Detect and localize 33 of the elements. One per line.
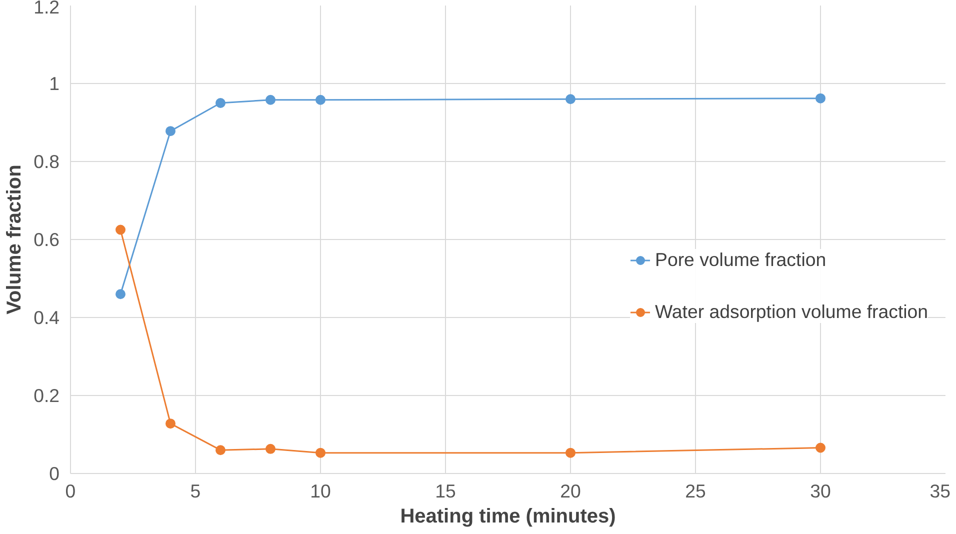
point <box>316 94 326 105</box>
x-tick-label: 0 <box>65 480 76 502</box>
x-axis-title: Heating time (minutes) <box>400 506 616 528</box>
x-tick-label: 15 <box>435 480 456 502</box>
x-tick-label: 35 <box>930 480 951 502</box>
y-tick-label: 0 <box>49 463 60 484</box>
y-tick-label: 0.2 <box>34 385 60 406</box>
y-tick-label: 0.4 <box>34 307 60 328</box>
y-tick-label: 0.6 <box>34 229 60 250</box>
point <box>266 94 276 105</box>
x-tick-label: 30 <box>810 480 831 502</box>
point <box>566 94 576 104</box>
point <box>816 93 826 104</box>
point <box>166 418 176 429</box>
point <box>816 442 826 453</box>
point <box>166 126 176 136</box>
x-tick-label: 10 <box>310 480 331 502</box>
x-tick-label: 5 <box>190 480 201 502</box>
point <box>216 98 226 108</box>
point <box>116 289 126 300</box>
y-tick-label: 1 <box>49 73 60 94</box>
point <box>316 448 326 458</box>
legend-label: Water adsorption volume fraction <box>655 301 928 323</box>
point <box>216 445 226 456</box>
y-axis-title: Volume fraction <box>4 164 26 314</box>
legend-label: Pore volume fraction <box>655 249 828 271</box>
x-tick-label: 20 <box>560 480 581 502</box>
point <box>566 448 576 458</box>
point <box>266 444 276 454</box>
point <box>116 224 126 235</box>
y-tick-label: 1.2 <box>34 0 60 18</box>
x-tick-label: 25 <box>685 480 706 502</box>
y-tick-label: 0.8 <box>34 151 60 172</box>
